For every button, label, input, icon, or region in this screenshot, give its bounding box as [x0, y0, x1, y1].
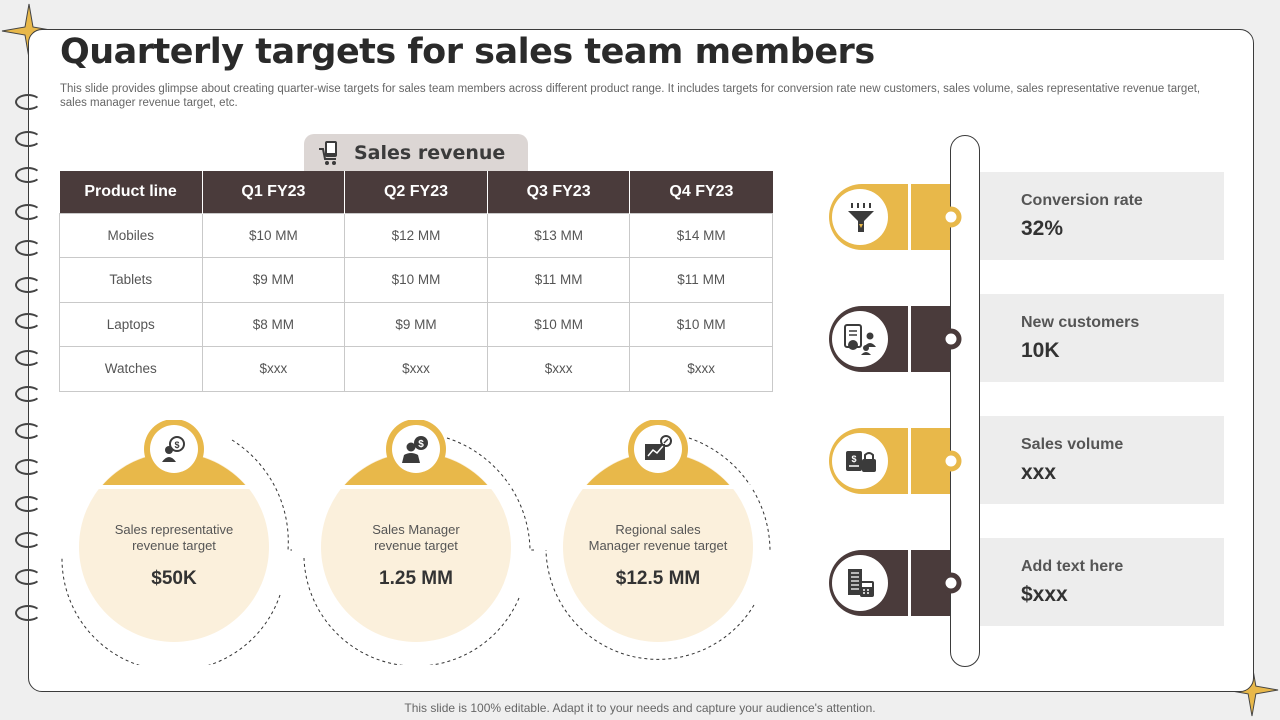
- notebook-ring: [15, 495, 41, 512]
- target-circle-graphic: [61, 420, 292, 665]
- customers-icon: [844, 324, 876, 355]
- shopping-cart-icon: [319, 141, 337, 165]
- table-cell: Tablets: [59, 257, 203, 303]
- header-cell: Q4 FY23: [629, 171, 773, 213]
- notebook-ring: [15, 422, 41, 439]
- metric-sales-volume: $ Sales volume xxx: [826, 416, 1224, 506]
- table-cell: $xxx: [344, 346, 488, 392]
- metric-label: Sales volume: [1021, 436, 1124, 453]
- metric-value: 10K: [1021, 339, 1060, 362]
- footer-note: This slide is 100% editable. Adapt it to…: [404, 701, 876, 715]
- table-cell: $9 MM: [344, 301, 488, 347]
- table-header-row: Product line Q1 FY23 Q2 FY23 Q3 FY23 Q4 …: [59, 171, 773, 213]
- table-cell: Mobiles: [59, 212, 203, 258]
- target-label: Regional sales Manager revenue target: [563, 522, 753, 554]
- sales-revenue-tab: Sales revenue: [304, 134, 528, 172]
- metric-new-customers: New customers 10K: [826, 294, 1224, 384]
- header-cell: Q2 FY23: [344, 171, 488, 213]
- svg-text:$: $: [418, 439, 424, 450]
- target-value: $12.5 MM: [615, 568, 701, 589]
- table-cell: $12 MM: [344, 212, 488, 258]
- notebook-ring: [15, 167, 41, 183]
- notebook-ring: [15, 203, 41, 220]
- page-subtitle: This slide provides glimpse about creati…: [60, 83, 1201, 109]
- table-cell: $14 MM: [629, 212, 773, 258]
- table-cell: $10 MM: [344, 257, 488, 303]
- sales-volume-icon: $: [846, 451, 876, 472]
- target-label-line1: Regional sales: [615, 522, 701, 537]
- notebook-ring: [15, 568, 41, 585]
- sales-revenue-table: Product line Q1 FY23 Q2 FY23 Q3 FY23 Q4 …: [59, 171, 773, 392]
- metric-value: 32%: [1021, 217, 1064, 240]
- target-label: Sales representative revenue target: [79, 522, 269, 554]
- target-label-line2: Manager revenue target: [588, 538, 728, 553]
- funnel-icon: [848, 203, 874, 232]
- table-cell: $10 MM: [629, 301, 773, 347]
- table-cell: $11 MM: [629, 257, 773, 303]
- table-cell: Watches: [59, 346, 203, 392]
- metric-panel: Sales volume xxx: [979, 416, 1224, 504]
- table-cell: $xxx: [629, 346, 773, 392]
- svg-text:$: $: [851, 454, 856, 464]
- notebook-ring: [15, 532, 41, 548]
- metric-panel: New customers 10K: [979, 294, 1224, 382]
- notebook-ring: [15, 240, 41, 256]
- target-value: 1.25 MM: [379, 568, 453, 589]
- manager-dollar-icon: $: [402, 436, 428, 463]
- target-label-line2: revenue target: [374, 538, 458, 553]
- table-cell: Laptops: [59, 301, 203, 347]
- metric-panel: Add text here $xxx: [979, 538, 1224, 626]
- table-cell: $9 MM: [201, 257, 346, 303]
- table-row: Mobiles $10 MM $12 MM $13 MM $14 MM: [59, 212, 773, 258]
- table-cell: $8 MM: [201, 301, 346, 347]
- table-cell: $11 MM: [486, 257, 631, 303]
- header-cell: Q3 FY23: [487, 171, 631, 213]
- header-cell: Product line: [59, 171, 203, 213]
- metric-label: Conversion rate: [1021, 192, 1143, 209]
- table-row: Tablets $9 MM $10 MM $11 MM $11 MM: [59, 257, 773, 303]
- notebook-ring: [15, 386, 41, 402]
- calculator-icon: [848, 569, 874, 597]
- target-label-line1: Sales representative: [114, 522, 234, 537]
- metric-panel: Conversion rate 32%: [979, 172, 1224, 260]
- metric-conversion-rate: Conversion rate 32%: [826, 172, 1224, 262]
- metric-value: xxx: [1021, 461, 1057, 484]
- target-label-line2: revenue target: [132, 538, 216, 553]
- metric-value: $xxx: [1021, 583, 1068, 606]
- notebook-ring: [15, 94, 41, 110]
- svg-text:$: $: [174, 440, 179, 450]
- notebook-ring: [15, 349, 41, 366]
- timeline-dots: [940, 206, 962, 594]
- header-cell: Q1 FY23: [202, 171, 346, 213]
- target-label: Sales Manager revenue target: [321, 522, 511, 554]
- target-value: $50K: [151, 568, 197, 589]
- page-title: Quarterly targets for sales team members: [60, 32, 875, 72]
- table-cell: $13 MM: [486, 212, 631, 258]
- table-row: Laptops $8 MM $9 MM $10 MM $10 MM: [59, 301, 773, 347]
- target-card-sales-rep: $ Sales representative revenue target $5…: [60, 420, 292, 665]
- growth-chart-icon: [645, 435, 672, 460]
- target-circle-graphic: [303, 420, 534, 665]
- notebook-ring: [15, 605, 41, 621]
- sales-revenue-label: Sales revenue: [354, 142, 506, 164]
- metric-add-text: Add text here $xxx: [826, 538, 1224, 628]
- notebook-ring: [15, 130, 41, 147]
- table-cell: $10 MM: [486, 301, 631, 347]
- dollar-person-icon: $: [162, 436, 185, 462]
- target-label-line1: Sales Manager: [372, 522, 460, 537]
- table-cell: $10 MM: [201, 212, 346, 258]
- notebook-ring: [15, 459, 41, 475]
- table-cell: $xxx: [201, 346, 346, 392]
- notebook-ring: [15, 276, 41, 293]
- metric-label: Add text here: [1021, 558, 1124, 575]
- table-row: Watches $xxx $xxx $xxx $xxx: [59, 346, 773, 392]
- target-card-regional-manager: Regional sales Manager revenue target $1…: [544, 420, 776, 665]
- table-cell: $xxx: [486, 346, 631, 392]
- target-card-sales-manager: $ Sales Manager revenue target 1.25 MM: [302, 420, 534, 665]
- notebook-ring: [15, 313, 41, 329]
- metric-label: New customers: [1021, 314, 1140, 331]
